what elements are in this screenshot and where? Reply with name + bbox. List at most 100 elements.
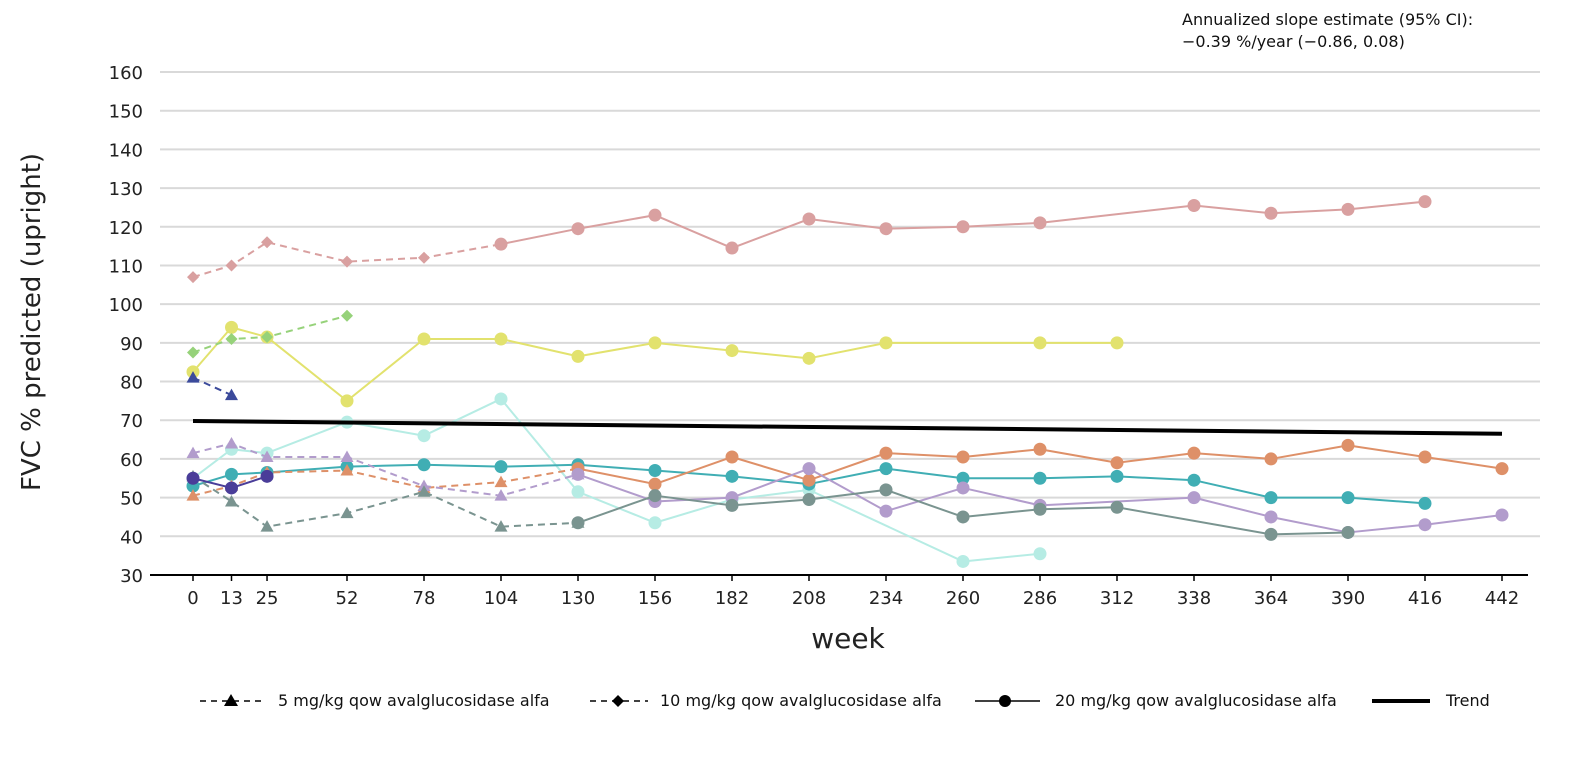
x-tick-label: 338 bbox=[1177, 588, 1211, 609]
series bbox=[186, 438, 1509, 501]
data-point bbox=[417, 458, 431, 472]
data-point bbox=[571, 349, 585, 363]
x-tick-label: 286 bbox=[1023, 588, 1057, 609]
data-point bbox=[225, 332, 238, 345]
x-tick-label: 312 bbox=[1100, 588, 1134, 609]
data-point bbox=[1187, 198, 1201, 212]
data-point bbox=[648, 477, 662, 491]
data-point bbox=[494, 520, 508, 532]
x-tick-label: 416 bbox=[1408, 588, 1442, 609]
data-point bbox=[261, 236, 274, 249]
data-point bbox=[341, 255, 353, 268]
data-point bbox=[1033, 471, 1047, 485]
data-point bbox=[1264, 510, 1278, 524]
legend-label-10mg: 10 mg/kg qow avalglucosidase alfa bbox=[660, 691, 942, 710]
data-point bbox=[261, 331, 274, 344]
y-tick-label: 40 bbox=[120, 527, 143, 548]
y-tick-label: 140 bbox=[109, 140, 143, 161]
y-tick-label: 90 bbox=[120, 334, 143, 355]
data-point bbox=[417, 485, 431, 497]
legend-item-5mg: 5 mg/kg qow avalglucosidase alfa bbox=[200, 691, 550, 710]
data-point bbox=[1187, 446, 1201, 460]
y-tick-label: 100 bbox=[109, 295, 143, 316]
x-axis: 0 13 25 52 78 104 130 156 182 208 234 260 286 312 338 3… bbox=[150, 574, 1528, 609]
legend-label-5mg: 5 mg/kg qow avalglucosidase alfa bbox=[278, 691, 550, 710]
legend-item-20mg: 20 mg/kg qow avalglucosidase alfa bbox=[975, 691, 1337, 710]
data-point bbox=[260, 520, 274, 532]
data-point bbox=[1110, 456, 1124, 470]
x-tick-label: 364 bbox=[1254, 588, 1288, 609]
legend-diamond-marker bbox=[612, 695, 624, 707]
data-point bbox=[186, 446, 200, 459]
x-tick-label: 442 bbox=[1485, 588, 1519, 609]
data-point bbox=[725, 498, 739, 512]
data-point bbox=[1341, 202, 1355, 216]
data-point bbox=[1264, 491, 1278, 505]
data-point bbox=[802, 351, 816, 365]
data-point bbox=[1264, 206, 1278, 220]
x-tick-label: 52 bbox=[336, 588, 359, 609]
trend-layer bbox=[192, 419, 1503, 436]
data-point bbox=[725, 469, 739, 483]
data-point bbox=[186, 471, 200, 485]
data-point bbox=[879, 336, 893, 350]
x-tick-label: 104 bbox=[484, 588, 518, 609]
data-point bbox=[494, 237, 508, 251]
data-point bbox=[1341, 491, 1355, 505]
data-point bbox=[956, 510, 970, 524]
data-point bbox=[1495, 508, 1509, 522]
data-point bbox=[1418, 450, 1432, 464]
x-tick-label: 0 bbox=[187, 588, 198, 609]
legend-item-trend: Trend bbox=[1372, 691, 1490, 710]
series-layer bbox=[186, 195, 1509, 568]
data-point bbox=[186, 489, 200, 501]
data-point bbox=[1033, 547, 1047, 561]
x-tick-label: 156 bbox=[638, 588, 672, 609]
series-line bbox=[192, 376, 232, 396]
legend-label-20mg: 20 mg/kg qow avalglucosidase alfa bbox=[1055, 691, 1337, 710]
data-point bbox=[571, 485, 585, 499]
data-point bbox=[879, 504, 893, 518]
data-point bbox=[494, 460, 508, 474]
y-axis-ticks: 30 40 50 60 70 80 90 100 110 120 130 140 150 160 bbox=[109, 63, 143, 587]
data-point bbox=[1187, 473, 1201, 487]
data-point bbox=[225, 388, 238, 401]
data-point bbox=[725, 450, 739, 464]
slope-annotation-line-1: Annualized slope estimate (95% CI): bbox=[1182, 10, 1473, 29]
y-tick-label: 110 bbox=[109, 256, 143, 277]
y-tick-label: 80 bbox=[120, 373, 143, 394]
data-point bbox=[648, 464, 662, 478]
y-tick-label: 130 bbox=[109, 179, 143, 200]
x-tick-label: 208 bbox=[792, 588, 826, 609]
data-point bbox=[225, 436, 238, 449]
data-point bbox=[879, 462, 893, 476]
legend: 5 mg/kg qow avalglucosidase alfa 10 mg/k… bbox=[200, 691, 1490, 710]
data-point bbox=[802, 212, 816, 226]
data-point bbox=[1033, 502, 1047, 516]
y-tick-label: 30 bbox=[120, 566, 143, 587]
legend-label-trend: Trend bbox=[1445, 691, 1490, 710]
x-tick-label: 182 bbox=[715, 588, 749, 609]
data-point bbox=[648, 208, 662, 222]
data-point bbox=[340, 506, 354, 519]
data-point bbox=[1495, 462, 1509, 476]
y-tick-label: 60 bbox=[120, 450, 143, 471]
data-point bbox=[340, 450, 354, 462]
data-point bbox=[571, 467, 585, 481]
data-point bbox=[1341, 438, 1355, 452]
series-line bbox=[500, 200, 1426, 250]
data-point bbox=[956, 481, 970, 495]
y-tick-label: 150 bbox=[109, 102, 143, 123]
series-line bbox=[192, 241, 502, 279]
slope-annotation-line-2: −0.39 %/year (−0.86, 0.08) bbox=[1182, 32, 1405, 51]
data-point bbox=[225, 320, 238, 334]
data-point bbox=[956, 554, 970, 568]
data-point bbox=[1110, 469, 1124, 483]
series bbox=[186, 371, 238, 401]
data-point bbox=[725, 344, 739, 358]
series bbox=[186, 436, 1509, 539]
series-line bbox=[577, 488, 1349, 536]
data-point bbox=[956, 471, 970, 485]
data-point bbox=[187, 346, 199, 359]
